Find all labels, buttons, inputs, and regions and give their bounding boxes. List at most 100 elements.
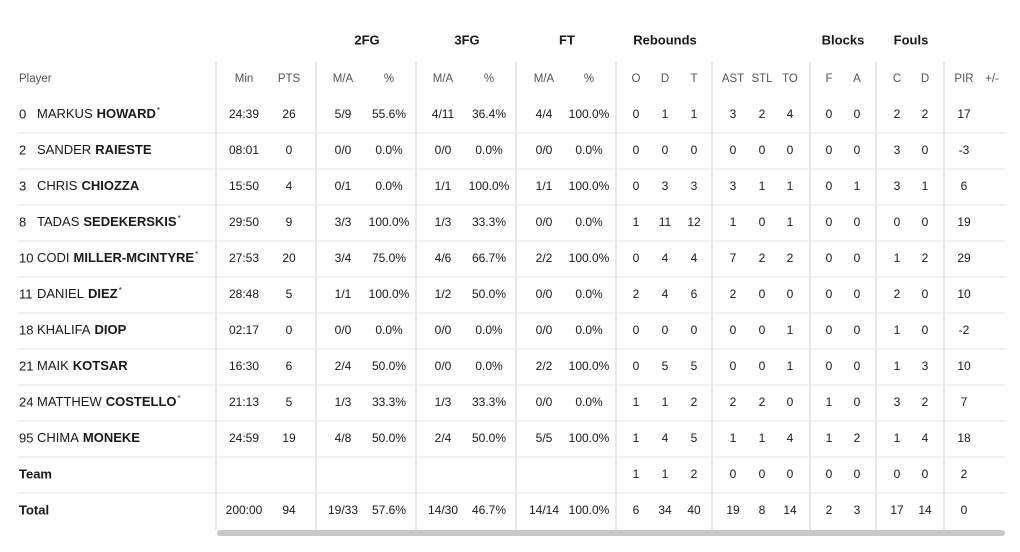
- stat-cell: 2: [922, 395, 929, 409]
- stat-cell: 0: [759, 467, 766, 481]
- stat-cell: 3: [894, 395, 901, 409]
- column-header: O: [632, 73, 641, 85]
- stat-cell: 02:17: [229, 323, 259, 337]
- stat-cell: 1: [922, 179, 929, 193]
- stat-cell: 36.4%: [472, 107, 506, 121]
- stat-cell: 0/1: [335, 179, 352, 193]
- first-name: CODI: [37, 250, 70, 265]
- stat-cell: 0: [854, 107, 861, 121]
- stat-cell: 94: [282, 503, 296, 517]
- stat-cell: 2/2: [536, 251, 553, 265]
- stat-cell: 17: [957, 107, 971, 121]
- first-name: DANIEL: [37, 286, 84, 301]
- stat-cell: 14/30: [428, 503, 458, 517]
- stat-cell: 4: [662, 287, 669, 301]
- starter-mark: *: [195, 250, 198, 259]
- player-number: 10: [19, 250, 33, 265]
- stat-cell: 0: [826, 287, 833, 301]
- total-label: Team: [19, 466, 52, 481]
- stat-cell: 0: [633, 251, 640, 265]
- stat-cell: -3: [959, 143, 970, 157]
- stat-cell: 1/1: [536, 179, 553, 193]
- player-name: TADAS SEDEKERSKIS*: [37, 214, 181, 229]
- stat-cell: 1/3: [435, 215, 452, 229]
- player-number: 2: [19, 142, 26, 157]
- last-name: MILLER-MCINTYRE: [74, 250, 195, 265]
- player-header: Player: [19, 73, 52, 85]
- last-name: CHIOZZA: [81, 178, 139, 193]
- stat-cell: 0.0%: [475, 323, 503, 337]
- stat-cell: 4: [662, 251, 669, 265]
- player-number: 11: [19, 286, 33, 301]
- group-header: 3FG: [454, 32, 479, 47]
- column-header: M/A: [534, 73, 555, 85]
- stat-cell: 100.0%: [369, 287, 410, 301]
- stat-cell: 0: [759, 323, 766, 337]
- stat-cell: 4: [787, 107, 794, 121]
- stat-cell: 55.6%: [372, 107, 406, 121]
- stat-cell: 1/2: [435, 287, 452, 301]
- stat-cell: 0: [922, 287, 929, 301]
- stat-cell: 50.0%: [472, 287, 506, 301]
- stat-cell: 0: [691, 323, 698, 337]
- stat-cell: 5/9: [335, 107, 352, 121]
- stat-cell: 0: [759, 215, 766, 229]
- stat-cell: 40: [687, 503, 701, 517]
- first-name: SANDER: [37, 142, 91, 157]
- column-header: PTS: [278, 73, 301, 85]
- stat-cell: 08:01: [229, 143, 259, 157]
- stat-cell: 3/3: [335, 215, 352, 229]
- stat-cell: 2: [854, 431, 861, 445]
- stat-cell: 200:00: [226, 503, 263, 517]
- stat-cell: 3: [662, 179, 669, 193]
- stat-cell: 1: [787, 359, 794, 373]
- stat-cell: 0/0: [435, 323, 452, 337]
- stat-cell: 0/0: [536, 287, 553, 301]
- stat-cell: -2: [959, 323, 970, 337]
- stat-cell: 24:39: [229, 107, 259, 121]
- stat-cell: 0: [787, 287, 794, 301]
- stat-cell: 21:13: [229, 395, 259, 409]
- stat-cell: 0: [894, 215, 901, 229]
- stat-cell: 1: [730, 431, 737, 445]
- stat-cell: 3: [730, 179, 737, 193]
- stat-cell: 0/0: [335, 323, 352, 337]
- stat-cell: 0/0: [536, 215, 553, 229]
- first-name: TADAS: [37, 214, 80, 229]
- first-name: MAIK: [37, 358, 69, 373]
- stat-cell: 33.3%: [472, 395, 506, 409]
- stat-cell: 0: [730, 359, 737, 373]
- stat-cell: 0: [730, 467, 737, 481]
- stat-cell: 5: [286, 287, 293, 301]
- scrollbar[interactable]: [217, 530, 1005, 536]
- stat-cell: 0: [633, 323, 640, 337]
- first-name: MATTHEW: [37, 394, 102, 409]
- stat-cell: 5/5: [536, 431, 553, 445]
- stat-cell: 1: [759, 179, 766, 193]
- stat-cell: 0.0%: [375, 323, 403, 337]
- stat-cell: 19: [282, 431, 296, 445]
- stat-cell: 0: [730, 323, 737, 337]
- stat-cell: 100.0%: [569, 359, 610, 373]
- stat-cell: 0: [826, 323, 833, 337]
- stat-cell: 3: [894, 143, 901, 157]
- stat-cell: 1/1: [335, 287, 352, 301]
- stat-cell: 0.0%: [575, 395, 603, 409]
- column-header: F: [825, 73, 832, 85]
- stat-cell: 100.0%: [469, 179, 510, 193]
- starter-mark: *: [178, 214, 181, 223]
- stat-cell: 3: [854, 503, 861, 517]
- stat-cell: 0: [633, 179, 640, 193]
- column-header: STL: [751, 73, 773, 85]
- stat-cell: 10: [957, 359, 971, 373]
- stat-cell: 6: [961, 179, 968, 193]
- stat-cell: 1: [826, 395, 833, 409]
- stat-cell: 0: [691, 143, 698, 157]
- column-header: A: [853, 73, 861, 85]
- player-name: DANIEL DIEZ*: [37, 286, 122, 301]
- player-name: MATTHEW COSTELLO*: [37, 394, 181, 409]
- player-name: KHALIFA DIOP: [37, 322, 127, 337]
- stat-cell: 1: [894, 251, 901, 265]
- column-header: TO: [782, 73, 798, 85]
